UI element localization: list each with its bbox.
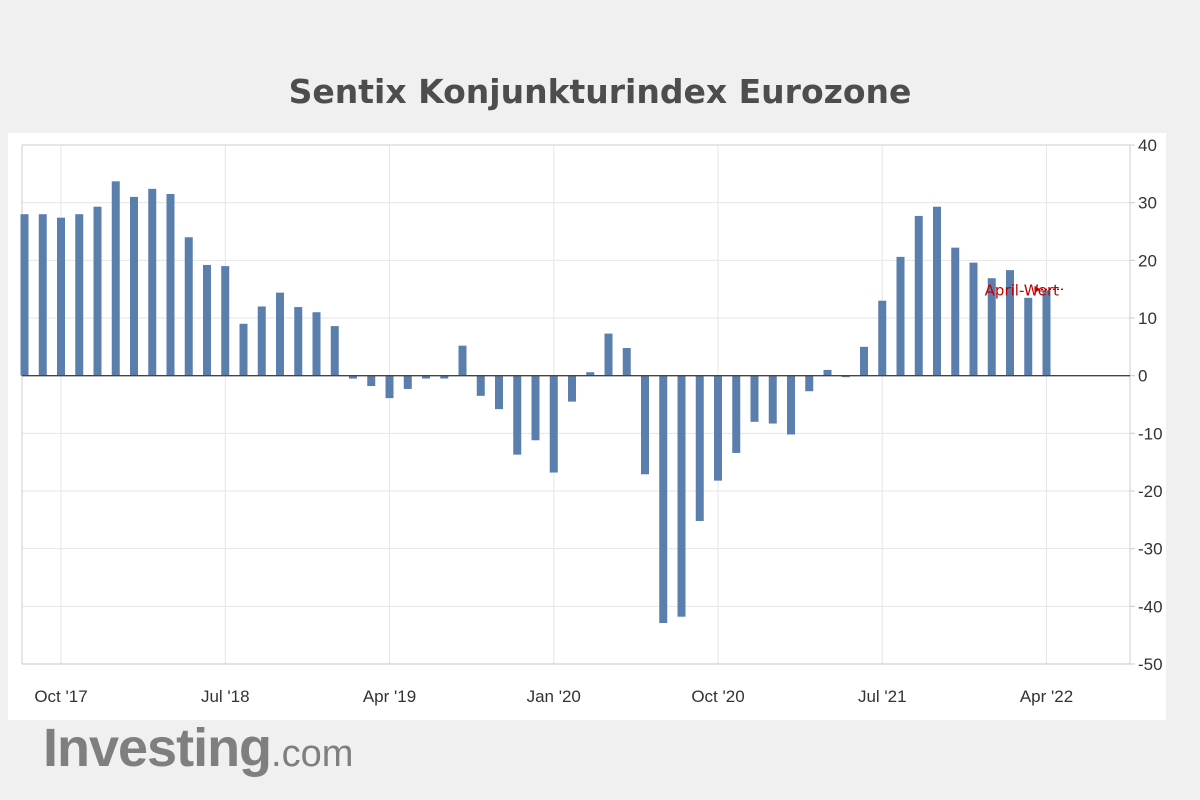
bar bbox=[1006, 270, 1014, 376]
bar bbox=[531, 375, 540, 441]
bar bbox=[476, 375, 485, 396]
bar bbox=[440, 375, 449, 379]
bar bbox=[93, 206, 102, 376]
bar bbox=[951, 247, 960, 376]
bar bbox=[385, 375, 394, 399]
bar bbox=[276, 292, 284, 376]
bar bbox=[257, 306, 266, 376]
chart-title: Sentix Konjunkturindex Eurozone bbox=[288, 72, 912, 111]
y-tick-label: 20 bbox=[1138, 251, 1157, 270]
y-tick-label: -30 bbox=[1138, 540, 1163, 559]
x-tick-label: Oct '17 bbox=[34, 687, 87, 706]
bar bbox=[622, 347, 631, 376]
bar bbox=[184, 237, 193, 376]
bar bbox=[823, 369, 832, 376]
bar bbox=[1042, 290, 1051, 376]
x-tick-label: Jan '20 bbox=[527, 687, 581, 706]
y-tick-label: 30 bbox=[1138, 194, 1157, 213]
x-tick-label: Jul '18 bbox=[201, 687, 250, 706]
bar-chart: 40 30 20 10 0 -10 -20 -30 -40 -50 Oct '17 Jul '18 Ap… bbox=[20, 136, 1163, 706]
y-tick-label: 40 bbox=[1138, 136, 1157, 155]
bar bbox=[203, 264, 211, 376]
logo-brand: Investing bbox=[43, 718, 272, 778]
bar bbox=[714, 375, 722, 481]
bar bbox=[166, 194, 175, 376]
x-tick-label: Jul '21 bbox=[858, 687, 907, 706]
bar bbox=[695, 375, 704, 521]
bar bbox=[896, 256, 905, 376]
bar bbox=[549, 375, 558, 473]
bar bbox=[1024, 297, 1033, 376]
bar bbox=[732, 375, 741, 453]
bar bbox=[130, 196, 138, 376]
bar bbox=[677, 375, 686, 617]
x-tick-label: Oct '20 bbox=[691, 687, 744, 706]
annotation-label: April-Wert bbox=[985, 281, 1059, 299]
bar bbox=[367, 375, 376, 387]
bar bbox=[750, 375, 759, 422]
bar bbox=[933, 206, 941, 376]
chart-panel: 40 30 20 10 0 -10 -20 -30 -40 -50 Oct '17 Jul '18 Ap… bbox=[8, 133, 1166, 775]
bar bbox=[20, 214, 29, 376]
bar bbox=[221, 266, 230, 376]
y-tick-label: 10 bbox=[1138, 309, 1157, 328]
bar bbox=[586, 372, 595, 376]
logo-suffix: .com bbox=[271, 733, 354, 775]
bar bbox=[914, 215, 923, 376]
bar bbox=[111, 181, 120, 376]
bar bbox=[38, 214, 47, 376]
bar bbox=[403, 375, 412, 389]
y-tick-label: 0 bbox=[1138, 367, 1147, 386]
bar bbox=[987, 278, 996, 376]
bar bbox=[878, 300, 887, 376]
bar bbox=[148, 188, 157, 376]
bar bbox=[768, 375, 777, 424]
bar bbox=[969, 262, 978, 376]
y-tick-label: -20 bbox=[1138, 482, 1163, 501]
bar bbox=[513, 375, 522, 455]
bar bbox=[604, 333, 613, 376]
bar bbox=[568, 375, 576, 402]
bar bbox=[805, 375, 814, 392]
bar bbox=[458, 345, 467, 376]
bar bbox=[312, 312, 321, 376]
bar bbox=[495, 375, 503, 410]
x-tick-label: Apr '19 bbox=[363, 687, 416, 706]
bar bbox=[75, 214, 84, 376]
bar bbox=[860, 346, 868, 376]
y-tick-label: -50 bbox=[1138, 655, 1163, 674]
y-tick-label: -10 bbox=[1138, 424, 1163, 443]
y-tick-label: -40 bbox=[1138, 597, 1163, 616]
bar bbox=[239, 323, 248, 376]
annotation-arrowhead bbox=[1034, 285, 1041, 293]
bar bbox=[330, 326, 339, 376]
bar bbox=[641, 375, 649, 475]
bar bbox=[294, 307, 303, 376]
bar bbox=[349, 375, 357, 379]
bar bbox=[57, 217, 65, 376]
bar bbox=[659, 375, 668, 624]
bar bbox=[422, 375, 430, 379]
bar bbox=[841, 375, 850, 378]
x-tick-label: Apr '22 bbox=[1020, 687, 1073, 706]
investing-logo: Investing.com bbox=[43, 721, 353, 775]
bar bbox=[787, 375, 795, 435]
